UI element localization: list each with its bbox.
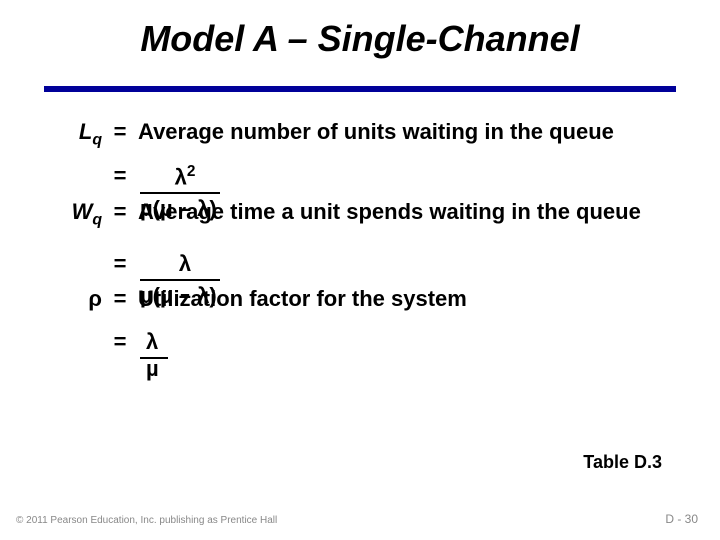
slide-title: Model A – Single-Channel [0, 18, 720, 60]
rho-symbol: ρ [56, 285, 102, 313]
wq-sym-sub: q [92, 211, 102, 228]
wq-formula: λ [140, 250, 230, 281]
slide-body: Lq = Average number of units waiting in … [56, 118, 668, 384]
table-reference: Table D.3 [583, 452, 662, 473]
slide: Model A – Single-Channel Lq = Average nu… [0, 0, 720, 540]
eq-sign: = [102, 162, 138, 190]
eq-sign: = [102, 250, 138, 278]
lq-definition: Average number of units waiting in the q… [138, 118, 668, 146]
wq-formula-row: = λ [56, 250, 668, 281]
rho-definition: Utilization factor for the system [138, 285, 668, 313]
wq-definition: Average time a unit spends waiting in th… [138, 198, 668, 226]
page-number: D - 30 [665, 512, 698, 526]
rho-def-row: ρ = Utilization factor for the system µ(… [56, 285, 668, 313]
wq-denominator-overlay: µ(µ – λ) [140, 282, 217, 310]
rho-numerator: λ [140, 328, 180, 356]
wq-numerator: λ [140, 250, 230, 278]
copyright-text: © 2011 Pearson Education, Inc. publishin… [16, 515, 277, 526]
lq-sym-sub: q [92, 131, 102, 148]
fraction-bar [140, 279, 220, 281]
rho-formula-row: = λ µ [56, 328, 668, 382]
wq-sym-main: W [72, 199, 93, 224]
wq-def-row: Wq = Average time a unit spends waiting … [56, 198, 668, 230]
eq-sign: = [102, 285, 138, 313]
lq-formula: λ2 [140, 162, 230, 194]
lq-def-row: Lq = Average number of units waiting in … [56, 118, 668, 150]
lq-sym-main: L [79, 119, 92, 144]
title-underline [44, 86, 676, 92]
rho-formula: λ µ [140, 328, 180, 382]
eq-sign: = [102, 198, 138, 226]
rho-denominator: µ [140, 355, 180, 383]
lq-denominator-overlay: µ(µ – λ) [140, 195, 217, 223]
eq-sign: = [102, 118, 138, 146]
lq-formula-row: = λ2 [56, 162, 668, 194]
lq-symbol: Lq [56, 118, 102, 150]
wq-symbol: Wq [56, 198, 102, 230]
fraction-bar [140, 192, 220, 194]
eq-sign: = [102, 328, 138, 356]
lq-numerator: λ2 [140, 162, 230, 191]
